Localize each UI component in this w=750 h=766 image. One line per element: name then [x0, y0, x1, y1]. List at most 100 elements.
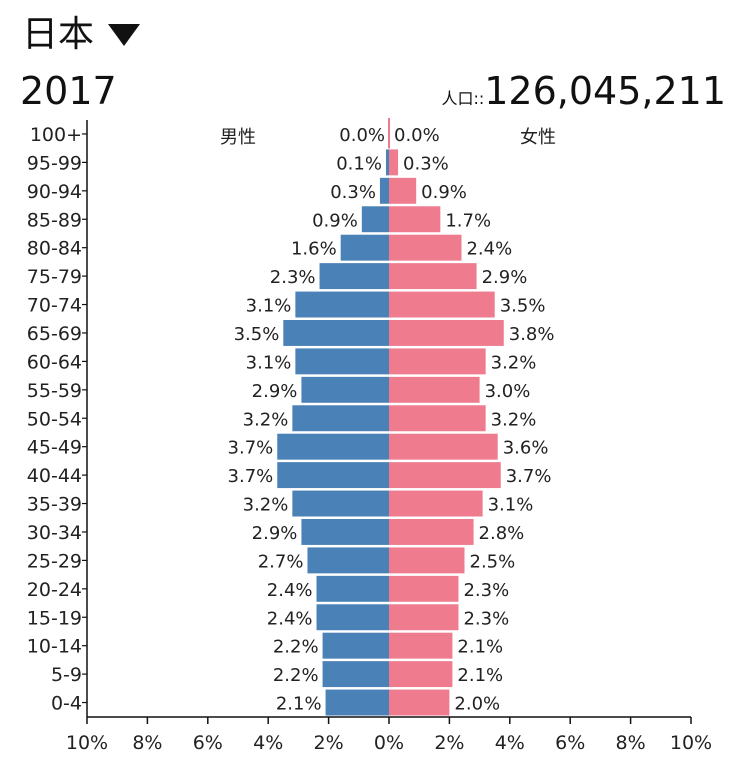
age-group-label: 5-9 — [51, 664, 82, 686]
male-value-label: 2.2% — [273, 637, 319, 658]
x-tick-label: 4% — [253, 732, 283, 754]
male-bar — [322, 632, 389, 659]
female-value-label: 2.5% — [470, 551, 516, 572]
female-value-label: 2.1% — [457, 637, 503, 658]
female-bar — [389, 519, 474, 545]
x-tick-label: 8% — [132, 732, 162, 754]
female-value-label: 3.0% — [485, 381, 531, 402]
male-bar — [385, 149, 389, 176]
population-readout: 人口::126,045,211 — [441, 68, 726, 122]
x-tick-label: 0% — [374, 732, 404, 754]
female-bar — [389, 149, 399, 176]
age-group-label: 90-94 — [27, 181, 82, 203]
male-bar — [295, 348, 389, 375]
female-value-label: 2.8% — [479, 523, 525, 544]
age-group-label: 50-54 — [27, 408, 82, 430]
male-value-label: 2.4% — [267, 580, 313, 601]
x-tick-label: 10% — [670, 732, 712, 754]
female-bar — [389, 348, 486, 375]
male-value-label: 0.9% — [312, 210, 358, 231]
female-bar — [389, 433, 498, 460]
male-bar — [292, 490, 389, 517]
age-group-label: 15-19 — [27, 607, 82, 629]
year-label: 2017 — [20, 69, 117, 113]
male-value-label: 3.7% — [228, 438, 274, 459]
male-value-label: 3.5% — [234, 324, 280, 345]
female-value-label: 2.4% — [466, 239, 512, 260]
age-group-label: 20-24 — [27, 579, 82, 601]
age-group-label: 35-39 — [27, 494, 82, 516]
female-value-label: 2.3% — [463, 608, 509, 629]
female-bar — [389, 234, 462, 261]
male-value-label: 3.7% — [228, 466, 274, 487]
female-bar — [389, 291, 495, 318]
x-tick-label: 10% — [66, 732, 108, 754]
female-value-label: 0.3% — [403, 153, 449, 174]
male-value-label: 3.2% — [243, 409, 289, 430]
male-bar — [301, 519, 389, 545]
age-group-label: 60-64 — [27, 351, 82, 373]
age-group-label: 25-29 — [27, 550, 82, 572]
age-group-label: 10-14 — [27, 636, 82, 658]
age-group-label: 40-44 — [27, 465, 82, 487]
age-group-label: 0-4 — [51, 693, 82, 715]
age-group-label: 70-74 — [27, 295, 82, 317]
male-bar — [301, 376, 389, 403]
male-bar — [295, 291, 389, 318]
male-value-label: 3.2% — [243, 495, 289, 516]
male-bar — [277, 433, 389, 460]
age-group-label: 55-59 — [27, 380, 82, 402]
female-bar — [389, 177, 417, 204]
male-bar — [340, 234, 389, 261]
x-tick-label: 4% — [495, 732, 525, 754]
x-tick-label: 2% — [434, 732, 464, 754]
female-value-label: 1.7% — [445, 210, 491, 231]
female-bar — [389, 604, 459, 631]
female-bar — [389, 689, 450, 716]
x-tick-label: 8% — [616, 732, 646, 754]
female-value-label: 0.9% — [421, 182, 467, 203]
female-value-label: 3.2% — [491, 352, 537, 373]
age-group-label: 100+ — [30, 124, 82, 146]
male-value-label: 2.9% — [252, 523, 298, 544]
male-bar — [316, 575, 389, 602]
female-value-label: 2.9% — [482, 267, 528, 288]
female-bar — [389, 575, 459, 602]
male-value-label: 2.3% — [270, 267, 316, 288]
age-group-label: 30-34 — [27, 522, 82, 544]
population-value: 126,045,211 — [484, 69, 726, 113]
female-value-label: 2.0% — [454, 694, 500, 715]
female-bar — [389, 547, 465, 574]
male-bar — [292, 405, 389, 432]
male-bar — [277, 462, 389, 489]
female-value-label: 2.3% — [463, 580, 509, 601]
x-tick-label: 6% — [555, 732, 585, 754]
female-value-label: 3.7% — [506, 466, 552, 487]
male-value-label: 0.3% — [330, 182, 376, 203]
age-group-label: 95-99 — [27, 152, 82, 174]
male-bar — [361, 206, 389, 233]
female-bar — [389, 376, 480, 403]
female-value-label: 3.1% — [488, 495, 534, 516]
male-bar — [322, 661, 389, 688]
female-value-label: 3.5% — [500, 296, 546, 317]
male-bar — [316, 604, 389, 631]
male-value-label: 2.1% — [276, 694, 322, 715]
female-value-label: 3.2% — [491, 409, 537, 430]
population-label: 人口:: — [441, 89, 485, 108]
male-bar — [319, 263, 389, 290]
x-tick-label: 2% — [314, 732, 344, 754]
female-value-label: 0.0% — [394, 125, 440, 146]
female-value-label: 3.6% — [503, 438, 549, 459]
country-selector[interactable]: 日本 — [22, 10, 141, 59]
male-bar — [283, 320, 389, 346]
male-bar — [325, 689, 389, 716]
male-bar — [307, 547, 389, 574]
female-bar — [389, 490, 483, 517]
triangle-down-icon[interactable] — [108, 24, 141, 46]
female-bar — [389, 320, 504, 346]
female-bar — [389, 405, 486, 432]
male-value-label: 3.1% — [246, 296, 292, 317]
age-group-label: 75-79 — [27, 266, 82, 288]
